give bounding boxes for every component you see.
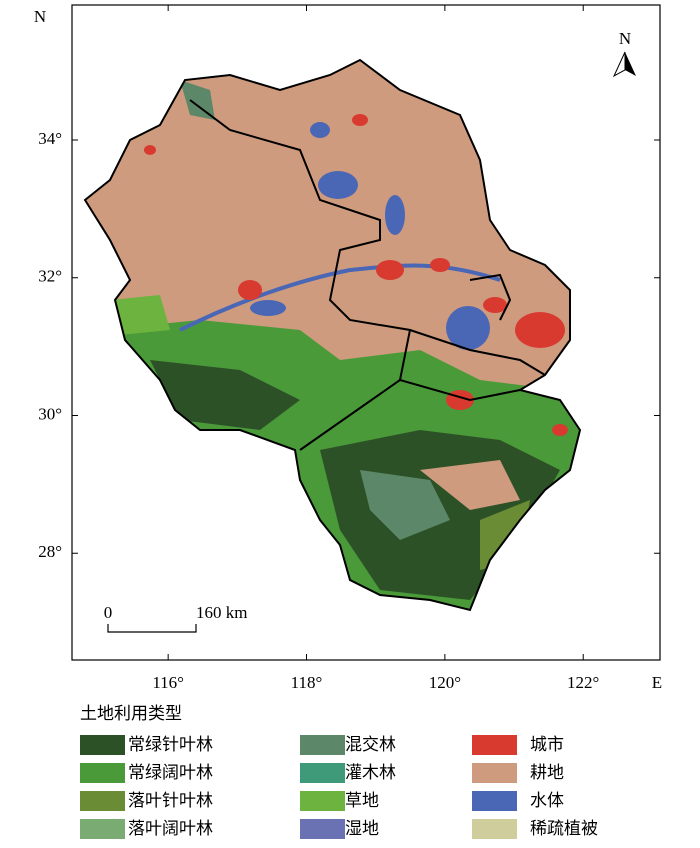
legend-label: 混交林 bbox=[345, 735, 396, 755]
legend-swatch bbox=[80, 819, 125, 839]
legend-swatch bbox=[472, 763, 517, 783]
y-tick-label: 30° bbox=[38, 404, 62, 423]
scale-start: 0 bbox=[104, 603, 113, 622]
legend-swatch bbox=[300, 735, 345, 755]
legend-swatch bbox=[80, 763, 125, 783]
x-tick-label: 122° bbox=[567, 673, 599, 692]
north-label: N bbox=[619, 29, 631, 48]
legend-label: 常绿针叶林 bbox=[128, 735, 213, 755]
legend-label: 草地 bbox=[345, 791, 379, 811]
lon-axis-label: E bbox=[652, 673, 662, 692]
y-tick-label: 34° bbox=[38, 129, 62, 148]
x-tick-label: 116° bbox=[152, 673, 184, 692]
north-arrow: N bbox=[612, 29, 636, 78]
graticule: 116° 118° 120° 122° 28° 30° 32° 34° bbox=[38, 5, 660, 692]
legend-label: 湿地 bbox=[345, 819, 379, 839]
legend-title: 土地利用类型 bbox=[80, 704, 182, 724]
legend-swatch bbox=[472, 735, 517, 755]
scale-bar: 0 160 km bbox=[104, 603, 247, 633]
legend-swatch bbox=[80, 735, 125, 755]
legend-swatch bbox=[80, 791, 125, 811]
legend-swatch bbox=[300, 819, 345, 839]
legend-label: 城市 bbox=[530, 735, 564, 755]
legend-swatch bbox=[472, 791, 517, 811]
legend-label: 耕地 bbox=[530, 763, 564, 783]
y-tick-label: 32° bbox=[38, 267, 62, 286]
scale-end: 160 km bbox=[196, 603, 247, 622]
legend-label: 稀疏植被 bbox=[530, 819, 598, 839]
boundaries bbox=[83, 58, 582, 612]
legend-swatch bbox=[300, 791, 345, 811]
legend-swatch bbox=[472, 819, 517, 839]
y-tick-label: 28° bbox=[38, 542, 62, 561]
legend-swatch bbox=[300, 763, 345, 783]
legend-label: 落叶针叶林 bbox=[128, 791, 213, 811]
legend-label: 常绿阔叶林 bbox=[128, 763, 213, 783]
legend-label: 落叶阔叶林 bbox=[128, 819, 213, 839]
legend-label: 灌木林 bbox=[345, 763, 396, 783]
lat-axis-label: N bbox=[34, 7, 46, 26]
x-tick-label: 118° bbox=[291, 673, 323, 692]
legend-label: 水体 bbox=[530, 791, 564, 811]
x-tick-label: 120° bbox=[429, 673, 461, 692]
